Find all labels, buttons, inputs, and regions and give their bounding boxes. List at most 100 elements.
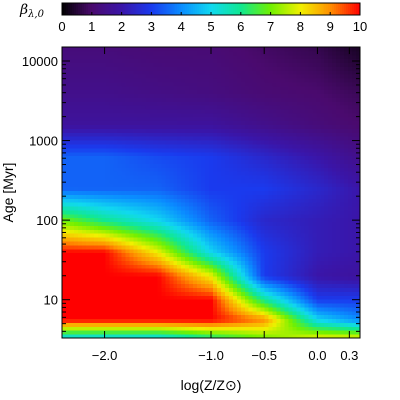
heatmap-cell: [77, 295, 83, 300]
heatmap-cell: [300, 229, 305, 234]
heatmap-cell: [105, 303, 111, 308]
heatmap-cell: [352, 279, 357, 285]
heatmap-cell: [240, 213, 246, 219]
heatmap-cell: [165, 112, 170, 118]
heatmap-cell: [129, 310, 135, 316]
heatmap-cell: [244, 140, 250, 145]
heatmap-cell: [236, 256, 242, 261]
heatmap-cell: [312, 213, 317, 219]
heatmap-cell: [232, 237, 238, 242]
heatmap-cell: [248, 132, 254, 137]
heatmap-cell: [117, 260, 123, 265]
heatmap-cell: [240, 314, 246, 320]
heatmap-cell: [288, 221, 293, 226]
colorbar-segment: [340, 3, 343, 15]
heatmap-cell: [304, 93, 309, 98]
heatmap-cell: [141, 112, 146, 118]
heatmap-cell: [157, 171, 162, 176]
heatmap-cell: [113, 206, 119, 211]
heatmap-cell: [228, 260, 234, 265]
heatmap-cell: [224, 256, 230, 261]
heatmap-cell: [292, 299, 297, 304]
heatmap-cell: [181, 105, 186, 110]
heatmap-cell: [141, 97, 146, 102]
heatmap-cell: [129, 334, 135, 339]
heatmap-cell: [324, 318, 329, 323]
heatmap-cell: [121, 128, 127, 133]
heatmap-cell: [145, 175, 150, 180]
heatmap-cell: [336, 163, 341, 168]
heatmap-cell: [117, 310, 123, 316]
colorbar-segment: [115, 3, 119, 15]
heatmap-cell: [228, 287, 234, 292]
heatmap-cell: [292, 287, 297, 292]
heatmap-cell: [352, 330, 357, 335]
heatmap-cell: [268, 128, 274, 133]
heatmap-cell: [209, 171, 214, 176]
heatmap-cell: [220, 97, 226, 102]
heatmap-cell: [189, 112, 194, 118]
heatmap-cell: [137, 147, 142, 153]
heatmap-cell: [93, 217, 99, 223]
colorbar-segment: [89, 3, 93, 15]
heatmap-cell: [113, 252, 119, 258]
heatmap-cell: [252, 171, 258, 176]
heatmap-cell: [220, 268, 226, 273]
heatmap-cell: [85, 171, 91, 176]
heatmap-cell: [193, 109, 198, 114]
heatmap-cell: [137, 260, 142, 265]
heatmap-cell: [268, 291, 274, 296]
heatmap-cell: [145, 225, 150, 230]
heatmap-cell: [145, 326, 150, 331]
heatmap-cell: [340, 105, 345, 110]
heatmap-cell: [264, 221, 270, 226]
heatmap-cell: [129, 221, 135, 226]
heatmap-cell: [292, 147, 297, 153]
heatmap-cell: [193, 291, 198, 296]
heatmap-cell: [328, 206, 333, 211]
heatmap-cell: [153, 217, 158, 223]
heatmap-cell: [69, 101, 75, 106]
heatmap-cell: [81, 268, 87, 273]
heatmap-cell: [248, 163, 254, 168]
heatmap-cell: [85, 175, 91, 180]
heatmap-cell: [324, 275, 329, 281]
heatmap-cell: [109, 147, 115, 153]
heatmap-cell: [296, 128, 301, 133]
heatmap-cell: [157, 217, 162, 223]
heatmap-cell: [121, 151, 127, 157]
heatmap-cell: [288, 252, 293, 258]
heatmap-cell: [209, 217, 214, 223]
heatmap-cell: [109, 112, 115, 118]
heatmap-cell: [161, 175, 166, 180]
heatmap-cell: [193, 171, 198, 176]
heatmap-cell: [284, 101, 289, 106]
heatmap-cell: [105, 283, 111, 289]
heatmap-cell: [73, 241, 79, 246]
heatmap-cell: [268, 159, 274, 164]
heatmap-cell: [189, 322, 194, 327]
heatmap-cell: [97, 275, 103, 281]
heatmap-cell: [296, 244, 301, 250]
heatmap-cell: [65, 268, 71, 273]
heatmap-cell: [312, 144, 317, 149]
heatmap-cell: [157, 241, 162, 246]
heatmap-cell: [81, 198, 87, 203]
heatmap-cell: [356, 233, 361, 238]
heatmap-cell: [157, 213, 162, 219]
heatmap-cell: [169, 101, 174, 106]
heatmap-cell: [324, 217, 329, 223]
heatmap-cell: [336, 124, 341, 129]
heatmap-cell: [228, 144, 234, 149]
heatmap-cell: [292, 217, 297, 223]
heatmap-cell: [73, 252, 79, 258]
heatmap-cell: [316, 217, 321, 223]
heatmap-cell: [300, 314, 305, 320]
heatmap-cell: [153, 182, 158, 188]
heatmap-cell: [89, 120, 95, 126]
heatmap-cell: [121, 178, 127, 184]
heatmap-cell: [145, 310, 150, 316]
heatmap-cell: [181, 120, 186, 126]
heatmap-cell: [81, 314, 87, 320]
colorbar-segment: [127, 3, 131, 15]
